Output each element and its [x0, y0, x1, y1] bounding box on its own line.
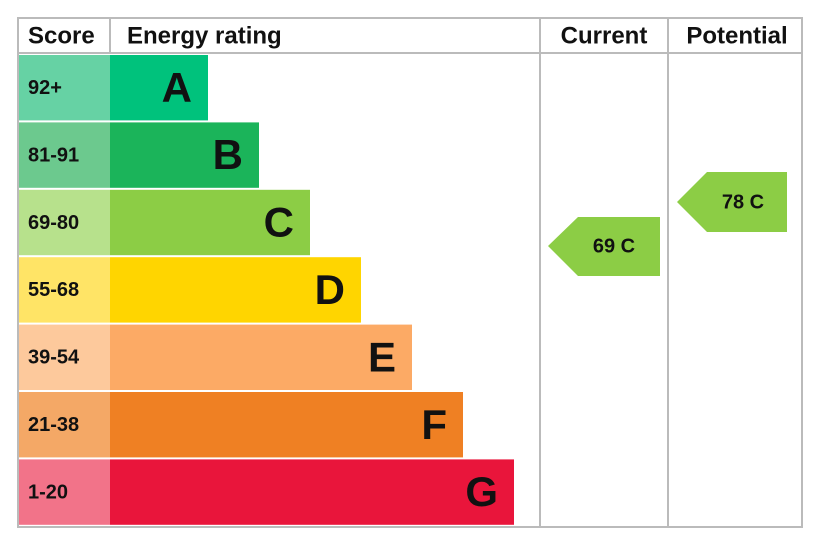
current-label: 69 C: [593, 235, 635, 257]
rating-bar: [110, 324, 412, 390]
score-cell: [19, 324, 110, 390]
score-label: 92+: [28, 77, 62, 99]
rating-letter: A: [162, 64, 192, 111]
score-label: 21-38: [28, 414, 79, 436]
potential-arrow: [677, 172, 787, 232]
score-label: 81-91: [28, 144, 79, 166]
score-label: 69-80: [28, 212, 79, 234]
header-potential: Potential: [686, 22, 787, 49]
score-label: 39-54: [28, 347, 80, 369]
rating-letter: G: [465, 468, 498, 515]
bands: 92+ A 81-91 B 69-80 C 55-68 D 39-54 E 21-38 F 1-20 G: [19, 55, 514, 525]
potential-label: 78 C: [722, 191, 764, 213]
rating-bar: [110, 122, 259, 188]
header-current: Current: [561, 22, 648, 49]
rating-letter: F: [421, 401, 447, 448]
rating-letter: D: [315, 266, 345, 313]
score-label: 1-20: [28, 481, 68, 503]
score-cell: [19, 257, 110, 323]
score-cell: [19, 189, 110, 256]
rating-bar: [110, 392, 463, 458]
rating-bar: [110, 257, 361, 323]
rating-bar: [110, 55, 208, 121]
rating-letter: C: [264, 199, 294, 246]
score-label: 55-68: [28, 279, 79, 301]
header-score: Score: [28, 22, 95, 49]
rating-bar: [110, 459, 514, 525]
rating-bar: [110, 189, 310, 256]
current-arrow: [548, 217, 660, 276]
rating-letter: B: [213, 131, 243, 178]
header-rating: Energy rating: [127, 22, 282, 49]
score-cell: [19, 392, 110, 458]
score-cell: [19, 55, 110, 121]
rating-letter: E: [368, 333, 396, 380]
score-cell: [19, 459, 110, 525]
score-cell: [19, 122, 110, 188]
